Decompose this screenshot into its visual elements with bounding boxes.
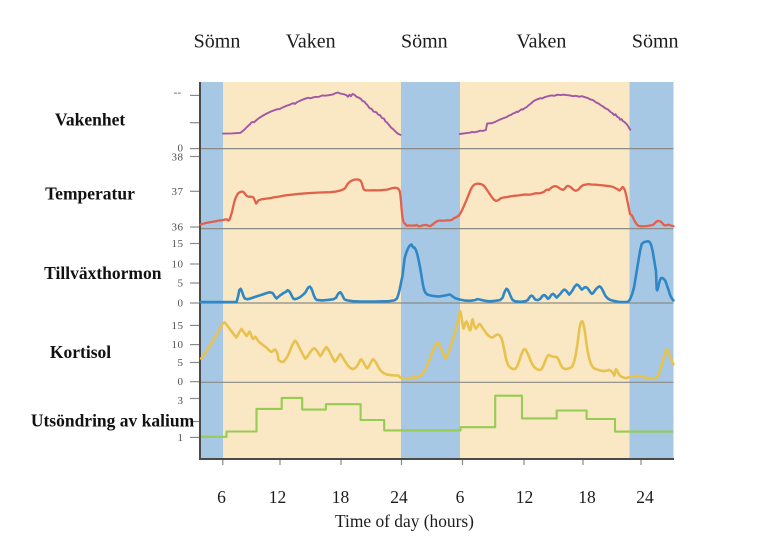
svg-text:18: 18 xyxy=(332,487,350,507)
svg-text:Sömn: Sömn xyxy=(632,31,679,53)
svg-text:10: 10 xyxy=(172,259,184,271)
svg-text:6: 6 xyxy=(456,487,465,507)
svg-text:15: 15 xyxy=(172,238,184,250)
svg-text:Sömn: Sömn xyxy=(401,31,448,53)
svg-text:12: 12 xyxy=(269,487,287,507)
svg-text:36: 36 xyxy=(172,222,184,234)
svg-text:1: 1 xyxy=(178,432,184,444)
svg-text:5: 5 xyxy=(178,278,184,290)
svg-text:Utsöndring av kalium: Utsöndring av kalium xyxy=(31,411,195,431)
svg-text:Vaken: Vaken xyxy=(516,31,566,53)
svg-text:24: 24 xyxy=(390,487,408,507)
svg-text:5: 5 xyxy=(178,357,184,369)
svg-text:37: 37 xyxy=(172,186,184,198)
svg-text:Vakenhet: Vakenhet xyxy=(55,110,126,130)
svg-text:0: 0 xyxy=(178,298,184,310)
svg-text:10: 10 xyxy=(172,339,184,351)
svg-text:Temperatur: Temperatur xyxy=(45,184,135,204)
svg-text:18: 18 xyxy=(578,487,596,507)
svg-text:12: 12 xyxy=(516,487,534,507)
svg-text:0: 0 xyxy=(178,376,184,388)
svg-text:3: 3 xyxy=(178,395,184,407)
svg-text:24: 24 xyxy=(636,487,654,507)
svg-text:Vaken: Vaken xyxy=(286,31,336,53)
svg-text:6: 6 xyxy=(217,487,226,507)
svg-text:Kortisol: Kortisol xyxy=(50,342,111,362)
svg-text:0: 0 xyxy=(178,143,184,155)
svg-text:Time of day (hours): Time of day (hours) xyxy=(335,511,474,531)
svg-text:38: 38 xyxy=(172,152,184,164)
svg-text:Tillväxthormon: Tillväxthormon xyxy=(44,263,162,283)
svg-text:--: -- xyxy=(174,87,182,99)
svg-text:Sömn: Sömn xyxy=(194,31,241,53)
svg-text:15: 15 xyxy=(172,320,184,332)
